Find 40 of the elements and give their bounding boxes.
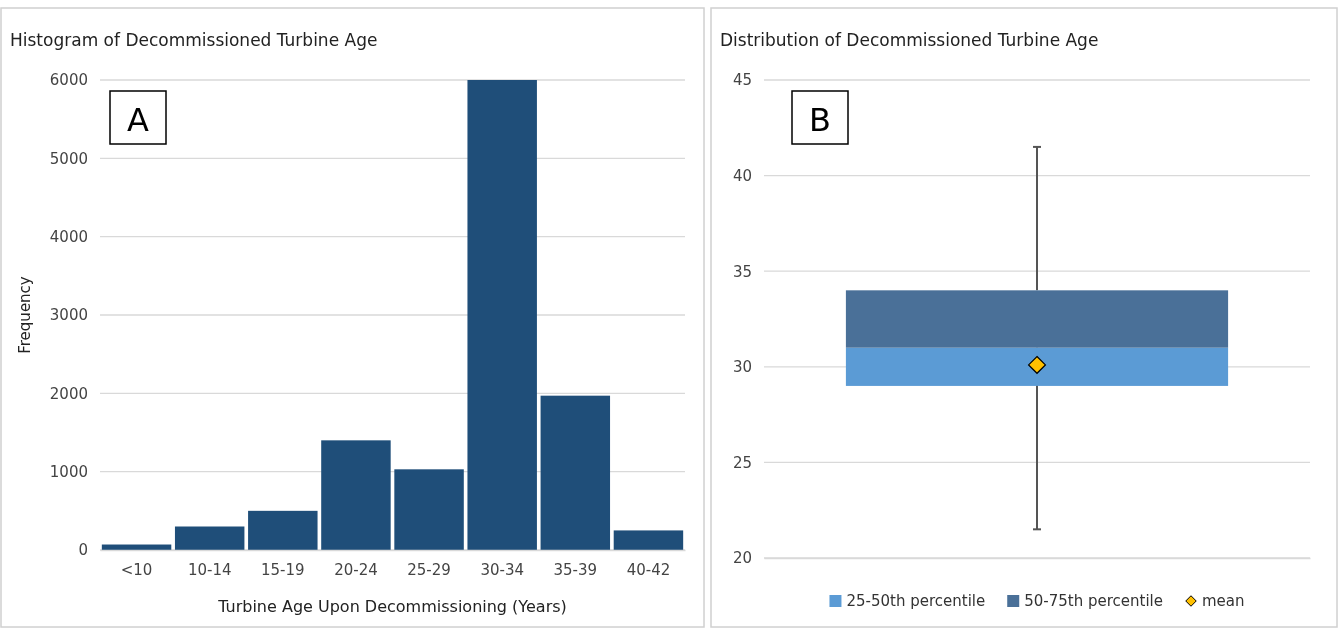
x-tick-label: 40-42: [626, 560, 671, 579]
panel-letter-box: A: [109, 90, 167, 145]
y-tick-label: 0: [78, 541, 88, 560]
y-tick-label: 20: [732, 549, 752, 568]
y-tick-label: 6000: [49, 71, 88, 90]
y-tick-label: 4000: [49, 227, 88, 246]
bar: [467, 80, 537, 550]
y-tick-label: 25: [732, 453, 752, 472]
x-tick-label: <10: [120, 560, 153, 579]
y-axis-title: Frequency: [16, 276, 34, 354]
bar: [101, 544, 172, 550]
y-tick-label: 30: [732, 358, 752, 377]
x-tick-label: 20-24: [334, 560, 378, 579]
y-tick-label: 35: [732, 262, 752, 281]
y-tick-label: 45: [732, 71, 752, 90]
y-tick-label: 3000: [49, 306, 88, 325]
legend-label: 50-75th percentile: [1024, 592, 1163, 610]
x-axis-title: Turbine Age Upon Decommissioning (Years): [217, 597, 567, 616]
legend-label: 25-50th percentile: [846, 592, 986, 610]
annotation: A: [127, 101, 150, 139]
y-tick-label: 1000: [49, 462, 88, 481]
panel-letter-box: B: [791, 90, 849, 145]
x-tick-label: 15-19: [261, 560, 305, 579]
y-tick-label: 2000: [49, 384, 88, 403]
x-tick-label: 10-14: [187, 560, 232, 579]
y-tick-label: 40: [732, 166, 752, 185]
y-tick-label: 5000: [49, 149, 88, 168]
chart-title: Histogram of Decommissioned Turbine Age: [10, 30, 378, 50]
x-tick-label: 25-29: [407, 560, 451, 579]
annotation: B: [809, 101, 831, 139]
bar: [394, 469, 464, 550]
legend-label: mean: [1201, 592, 1245, 610]
bar: [248, 510, 318, 550]
bar: [321, 440, 391, 550]
chart-title: Distribution of Decommissioned Turbine Age: [720, 30, 1099, 50]
x-tick-label: 30-34: [480, 560, 524, 579]
bar: [174, 526, 245, 550]
bar: [613, 530, 684, 550]
bar: [540, 395, 611, 550]
x-tick-label: 35-39: [553, 560, 598, 579]
